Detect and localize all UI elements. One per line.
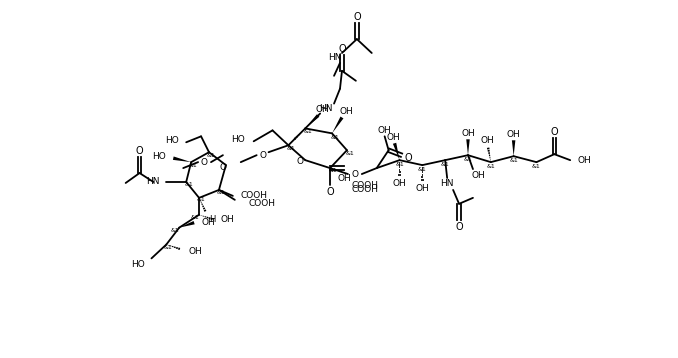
Text: &1: &1: [346, 151, 355, 156]
Text: &1: &1: [331, 135, 340, 140]
Text: COOH: COOH: [352, 182, 379, 190]
Text: OH: OH: [188, 247, 202, 256]
Text: HO: HO: [231, 135, 245, 144]
Text: HN: HN: [146, 178, 159, 187]
Text: OH: OH: [481, 136, 495, 145]
Text: HN: HN: [328, 53, 342, 62]
Text: OH: OH: [221, 215, 235, 224]
Text: O: O: [351, 170, 359, 179]
Text: OH: OH: [471, 170, 485, 179]
Polygon shape: [179, 221, 195, 228]
Text: &1: &1: [188, 163, 197, 168]
Text: &1: &1: [532, 164, 541, 169]
Text: H: H: [209, 215, 216, 224]
Text: &1: &1: [171, 228, 180, 233]
Text: O: O: [338, 44, 346, 54]
Text: HO: HO: [131, 260, 144, 269]
Text: HO: HO: [165, 136, 179, 145]
Text: COOH: COOH: [352, 185, 379, 194]
Text: O: O: [405, 153, 412, 163]
Polygon shape: [466, 139, 470, 155]
Text: O: O: [297, 157, 304, 166]
Text: OH: OH: [393, 179, 406, 188]
Text: OH: OH: [506, 130, 521, 139]
Text: O: O: [353, 12, 361, 22]
Text: COOH: COOH: [241, 192, 268, 200]
Text: &1: &1: [418, 166, 426, 171]
Text: OH: OH: [461, 129, 475, 138]
Text: &1: &1: [287, 146, 296, 151]
Text: O: O: [259, 151, 266, 160]
Text: O: O: [201, 158, 207, 166]
Text: COOH: COOH: [249, 199, 276, 208]
Text: &1: &1: [509, 158, 518, 163]
Text: OH: OH: [201, 218, 215, 227]
Text: &1: &1: [191, 215, 199, 220]
Polygon shape: [305, 114, 319, 129]
Polygon shape: [512, 140, 515, 156]
Text: O: O: [220, 163, 226, 171]
Text: &1: &1: [216, 190, 225, 195]
Text: &1: &1: [441, 161, 450, 166]
Polygon shape: [393, 143, 399, 160]
Text: &1: &1: [329, 168, 338, 173]
Text: &1: &1: [207, 153, 216, 158]
Text: HO: HO: [153, 152, 166, 161]
Text: &1: &1: [486, 164, 495, 169]
Text: OH: OH: [378, 126, 391, 135]
Text: OH: OH: [337, 174, 351, 183]
Text: &1: &1: [197, 197, 205, 202]
Text: O: O: [551, 127, 558, 137]
Text: &1: &1: [304, 129, 313, 134]
Text: HN: HN: [441, 179, 454, 188]
Text: &1: &1: [464, 157, 473, 162]
Polygon shape: [173, 156, 191, 162]
Text: OH: OH: [386, 133, 401, 142]
Polygon shape: [332, 117, 344, 134]
Text: &1: &1: [164, 245, 173, 250]
Text: OH: OH: [416, 184, 429, 193]
Text: OH: OH: [577, 156, 591, 165]
Text: HN: HN: [319, 104, 333, 113]
Text: &1: &1: [185, 183, 193, 188]
Text: O: O: [136, 146, 143, 156]
Text: OH: OH: [339, 107, 353, 116]
Text: O: O: [326, 187, 334, 197]
Text: O: O: [455, 222, 463, 232]
Text: OH: OH: [315, 105, 329, 114]
Text: &1: &1: [395, 161, 404, 166]
